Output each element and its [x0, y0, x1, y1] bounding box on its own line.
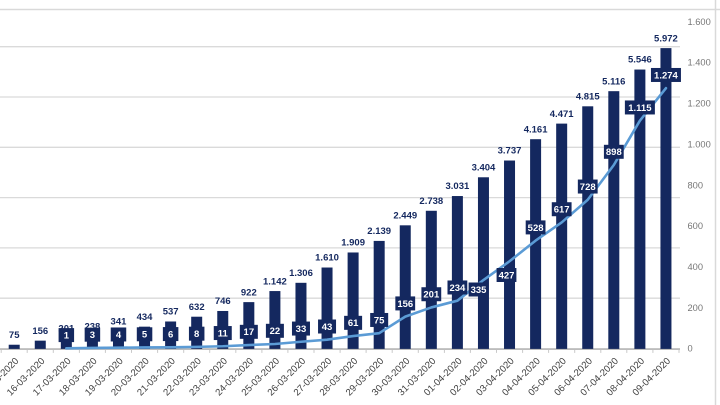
svg-text:528: 528	[528, 223, 544, 234]
svg-text:1.400: 1.400	[688, 58, 711, 68]
svg-text:33: 33	[296, 324, 307, 335]
svg-text:75: 75	[374, 315, 385, 326]
svg-text:632: 632	[189, 302, 205, 313]
svg-text:1.000: 1.000	[688, 139, 711, 149]
svg-text:1.115: 1.115	[628, 103, 652, 114]
svg-text:43: 43	[322, 322, 333, 333]
svg-text:17: 17	[244, 327, 255, 338]
svg-text:600: 600	[688, 221, 704, 231]
svg-text:617: 617	[554, 205, 570, 216]
svg-text:156: 156	[32, 326, 48, 337]
svg-text:201: 201	[423, 290, 440, 301]
svg-text:2.449: 2.449	[393, 211, 417, 222]
svg-text:3.737: 3.737	[498, 146, 522, 157]
svg-text:0: 0	[688, 344, 693, 354]
svg-text:2.738: 2.738	[419, 196, 443, 207]
svg-text:75: 75	[9, 330, 20, 341]
svg-text:61: 61	[348, 318, 359, 329]
svg-text:1.274: 1.274	[654, 70, 678, 81]
svg-text:5: 5	[142, 330, 148, 341]
svg-text:1: 1	[64, 331, 70, 342]
svg-text:5.546: 5.546	[628, 55, 652, 66]
svg-text:1.200: 1.200	[688, 99, 711, 109]
svg-text:1.306: 1.306	[289, 268, 313, 279]
svg-text:746: 746	[215, 296, 231, 307]
svg-text:200: 200	[688, 303, 704, 313]
svg-text:3: 3	[90, 330, 95, 341]
svg-text:1.600: 1.600	[688, 17, 711, 27]
svg-text:1.142: 1.142	[263, 276, 287, 287]
svg-text:728: 728	[580, 182, 596, 193]
svg-text:3.404: 3.404	[472, 162, 496, 173]
svg-text:1.610: 1.610	[315, 253, 339, 264]
svg-text:4: 4	[116, 330, 122, 341]
svg-text:1.909: 1.909	[341, 238, 365, 249]
svg-text:537: 537	[163, 307, 179, 318]
svg-text:11: 11	[218, 328, 229, 339]
svg-text:2.139: 2.139	[367, 226, 391, 237]
svg-text:238: 238	[84, 322, 100, 333]
svg-text:6: 6	[168, 329, 173, 340]
svg-text:3.031: 3.031	[445, 181, 469, 192]
svg-text:4.161: 4.161	[524, 124, 548, 135]
svg-text:400: 400	[688, 262, 704, 272]
svg-text:4.471: 4.471	[550, 109, 574, 120]
svg-text:234: 234	[449, 283, 466, 294]
svg-text:341: 341	[111, 317, 128, 328]
svg-text:335: 335	[471, 285, 488, 296]
svg-text:922: 922	[241, 287, 257, 298]
svg-text:22: 22	[270, 326, 281, 337]
svg-text:5.116: 5.116	[602, 76, 625, 87]
svg-text:156: 156	[397, 299, 413, 310]
svg-text:4.815: 4.815	[576, 92, 600, 103]
svg-text:898: 898	[606, 147, 622, 158]
svg-text:800: 800	[688, 180, 704, 190]
svg-text:434: 434	[137, 312, 154, 323]
svg-text:427: 427	[499, 270, 515, 281]
svg-text:5.972: 5.972	[654, 33, 678, 44]
svg-text:8: 8	[194, 329, 199, 340]
